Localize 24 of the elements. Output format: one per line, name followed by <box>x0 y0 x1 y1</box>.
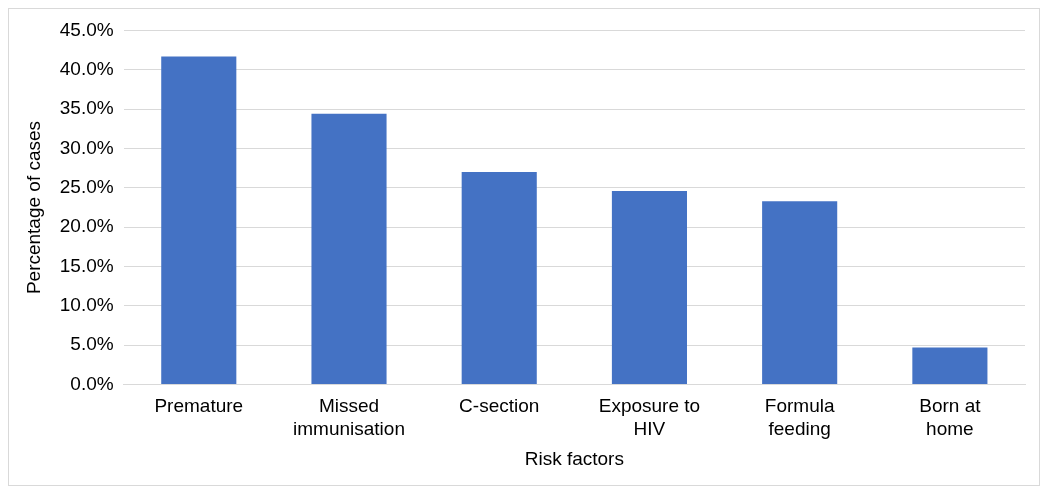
y-tick-label: 0.0% <box>70 372 114 394</box>
y-tick-label: 10.0% <box>59 294 114 316</box>
y-tick-label: 40.0% <box>59 57 114 79</box>
x-axis-title: Risk factors <box>524 447 624 469</box>
x-tick-label: Born at home <box>919 395 982 440</box>
bar <box>461 172 537 385</box>
bar <box>161 56 237 385</box>
y-tick-label: 35.0% <box>59 97 114 119</box>
x-tick-label: Missed immunisation <box>293 395 405 440</box>
y-tick-label: 45.0% <box>59 18 114 40</box>
x-tick-label: Formula feeding <box>764 395 835 440</box>
bar <box>912 347 988 385</box>
x-tick-label: C-section <box>459 395 540 417</box>
y-tick-label: 5.0% <box>70 333 114 355</box>
y-tick-label: 30.0% <box>59 136 114 158</box>
y-axis-title: Percentage of cases <box>22 120 44 295</box>
bar <box>611 190 687 385</box>
x-tick-label: Premature <box>154 395 244 417</box>
bar <box>311 113 387 385</box>
y-tick-label: 25.0% <box>59 176 114 198</box>
bar <box>762 201 838 385</box>
y-tick-label: 20.0% <box>59 215 114 237</box>
x-tick-label: Exposure to HIV <box>598 395 701 440</box>
y-tick-label: 15.0% <box>59 254 114 276</box>
